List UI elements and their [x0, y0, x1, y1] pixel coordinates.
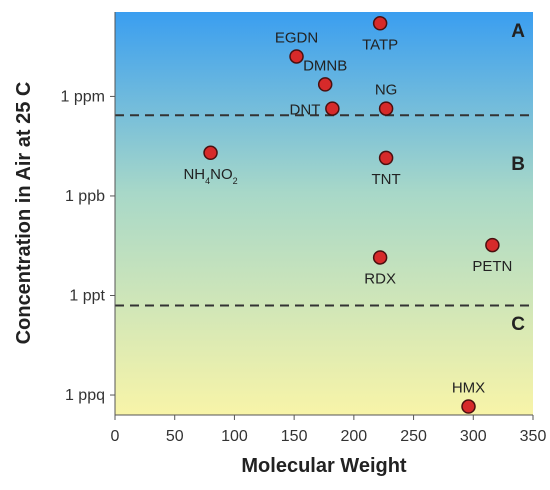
point-label: NH4NO2 — [183, 166, 237, 186]
point-label: TATP — [362, 36, 398, 53]
data-point — [461, 399, 476, 414]
y-axis-ticks: 1 ppq 1 ppt 1 ppb 1 ppm — [61, 88, 115, 404]
data-point — [372, 16, 388, 31]
y-tick-label: 1 ppt — [69, 287, 105, 304]
data-point — [317, 77, 333, 92]
data-point — [485, 237, 500, 253]
region-labels: A B C — [511, 21, 525, 335]
point-label: TNT — [372, 171, 401, 188]
y-tick-label: 1 ppm — [61, 88, 105, 105]
x-axis-label: Molecular Weight — [241, 455, 407, 477]
region-label: A — [511, 21, 525, 42]
data-point — [372, 250, 388, 265]
region-label: B — [511, 154, 525, 175]
y-axis-label: Concentration in Air at 25 C — [13, 82, 35, 345]
x-tick-label: 300 — [460, 428, 487, 445]
x-axis-ticks: 0 50 100 150 200 250 300 350 — [111, 415, 547, 445]
y-tick-label: 1 ppb — [65, 188, 105, 205]
data-points: TATP EGDN DMNB DNT NG NH4NO2 TNT PETN RDX HMX — [183, 16, 512, 414]
region-dividers — [115, 114, 533, 307]
data-point — [203, 145, 218, 161]
x-tick-label: 0 — [111, 428, 120, 445]
point-label: NG — [375, 82, 398, 99]
x-tick-label: 350 — [520, 428, 547, 445]
point-label: HMX — [452, 380, 485, 397]
point-label: DNT — [290, 102, 321, 119]
region-label: C — [511, 314, 525, 335]
point-label: PETN — [472, 258, 512, 275]
data-point — [289, 49, 304, 64]
x-tick-label: 50 — [166, 428, 184, 445]
x-tick-label: 200 — [341, 428, 368, 445]
x-tick-label: 250 — [400, 428, 427, 445]
x-tick-label: 100 — [221, 428, 248, 445]
data-point — [378, 101, 394, 116]
data-point — [378, 150, 394, 166]
point-label: RDX — [364, 270, 396, 287]
point-label: DMNB — [303, 57, 347, 74]
y-tick-label: 1 ppq — [65, 387, 105, 404]
data-point — [325, 101, 340, 116]
x-tick-label: 150 — [281, 428, 308, 445]
point-label: EGDN — [275, 29, 318, 46]
